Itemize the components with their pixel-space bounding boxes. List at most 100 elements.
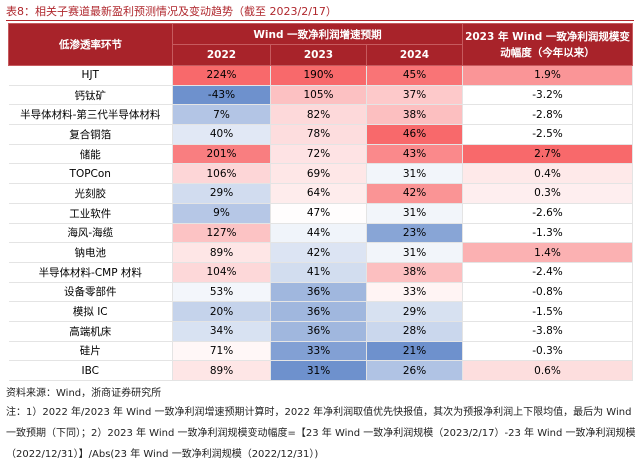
header-cell: 低渗透率环节	[8, 23, 173, 66]
header-cell: 2023	[270, 44, 367, 66]
value-cell: 36%	[270, 301, 367, 322]
value-cell: 89%	[172, 242, 271, 263]
value-cell: 46%	[366, 124, 463, 145]
table-row: 海风-海缆 127% 44% 23% -1.3%	[8, 223, 633, 244]
value-cell: 69%	[270, 163, 367, 185]
value-cell: 45%	[366, 65, 463, 86]
row-label: 海风-海缆	[8, 223, 173, 244]
table-row: 钙钛矿 -43% 105% 37% -3.2%	[8, 85, 633, 106]
value-cell: 36%	[270, 282, 367, 303]
value-cell: 71%	[172, 341, 271, 362]
row-label: 模拟 IC	[8, 301, 173, 322]
value-cell: 42%	[366, 183, 463, 204]
value-cell: 2.7%	[462, 144, 633, 165]
table-row: 光刻胶 29% 64% 42% 0.3%	[8, 183, 633, 204]
value-cell: 106%	[172, 163, 271, 185]
value-cell: 127%	[172, 223, 271, 244]
value-cell: 89%	[172, 360, 271, 381]
value-cell: 37%	[366, 85, 463, 106]
value-cell: 29%	[366, 301, 463, 322]
value-cell: 9%	[172, 203, 271, 224]
value-cell: 0.3%	[462, 183, 633, 204]
header-cell: 2024	[366, 44, 463, 66]
value-cell: 38%	[366, 262, 463, 283]
value-cell: 38%	[366, 104, 463, 126]
value-cell: 43%	[366, 144, 463, 165]
value-cell: 201%	[172, 144, 271, 165]
note: 注：1）2022 年/2023 年 Wind 一致净利润增速预期计算时，2022…	[6, 407, 636, 460]
value-cell: 41%	[270, 262, 367, 283]
row-label: 半导体材料-CMP 材料	[8, 262, 173, 283]
value-cell: 104%	[172, 262, 271, 283]
table-row: HJT 224% 190% 45% 1.9%	[8, 65, 633, 86]
value-cell: 47%	[270, 203, 367, 224]
row-label: 硅片	[8, 341, 173, 362]
table-row: 半导体材料-CMP 材料 104% 41% 38% -2.4%	[8, 262, 633, 283]
value-cell: -2.4%	[462, 262, 633, 283]
value-cell: 1.9%	[462, 65, 633, 86]
row-label: TOPCon	[8, 163, 173, 185]
value-cell: 72%	[270, 144, 367, 165]
value-cell: 0.6%	[462, 360, 633, 381]
value-cell: 33%	[366, 282, 463, 303]
table-row: TOPCon 106% 69% 31% 0.4%	[8, 163, 633, 185]
value-cell: 21%	[366, 341, 463, 362]
table-row: 复合铜箔 40% 78% 46% -2.5%	[8, 124, 633, 145]
value-cell: 23%	[366, 223, 463, 244]
row-label: 钠电池	[8, 242, 173, 263]
value-cell: 78%	[270, 124, 367, 145]
value-cell: 31%	[270, 360, 367, 381]
row-label: 复合铜箔	[8, 124, 173, 145]
value-cell: 26%	[366, 360, 463, 381]
value-cell: 7%	[172, 104, 271, 126]
value-cell: 34%	[172, 321, 271, 342]
value-cell: 53%	[172, 282, 271, 303]
value-cell: -1.3%	[462, 223, 633, 244]
table: 低渗透率环节 Wind 一致净利润增速预期 2023 年 Wind 一致净利润规…	[8, 23, 633, 381]
table-row: 储能 201% 72% 43% 2.7%	[8, 144, 633, 165]
table-row: 钠电池 89% 42% 31% 1.4%	[8, 242, 633, 263]
value-cell: 29%	[172, 183, 271, 204]
value-cell: -1.5%	[462, 301, 633, 322]
row-label: 高端机床	[8, 321, 173, 342]
value-cell: 0.4%	[462, 163, 633, 185]
value-cell: -3.2%	[462, 85, 633, 106]
value-cell: -2.8%	[462, 104, 633, 126]
value-cell: 40%	[172, 124, 271, 145]
row-label: 储能	[8, 144, 173, 165]
value-cell: 20%	[172, 301, 271, 322]
table-row: 设备零部件 53% 36% 33% -0.8%	[8, 282, 633, 303]
row-label: 光刻胶	[8, 183, 173, 204]
value-cell: -0.8%	[462, 282, 633, 303]
table-row: 高端机床 34% 36% 28% -3.8%	[8, 321, 633, 342]
row-label: IBC	[8, 360, 173, 381]
row-label: 钙钛矿	[8, 85, 173, 106]
value-cell: 44%	[270, 223, 367, 244]
row-label: 半导体材料-第三代半导体材料	[8, 104, 173, 126]
value-cell: -0.3%	[462, 341, 633, 362]
header-cell: 2023 年 Wind 一致净利润规模变动幅度（今年以来）	[462, 23, 633, 66]
table-row: IBC 89% 31% 26% 0.6%	[8, 360, 633, 381]
value-cell: -3.8%	[462, 321, 633, 342]
table-row: 半导体材料-第三代半导体材料 7% 82% 38% -2.8%	[8, 104, 633, 126]
value-cell: 1.4%	[462, 242, 633, 263]
value-cell: 31%	[366, 242, 463, 263]
value-cell: 224%	[172, 65, 271, 86]
value-cell: -2.5%	[462, 124, 633, 145]
value-cell: 42%	[270, 242, 367, 263]
table-row: 硅片 71% 33% 21% -0.3%	[8, 341, 633, 362]
value-cell: 31%	[366, 203, 463, 224]
value-cell: 190%	[270, 65, 367, 86]
value-cell: 36%	[270, 321, 367, 342]
value-cell: 82%	[270, 104, 367, 126]
row-label: HJT	[8, 65, 173, 86]
value-cell: 105%	[270, 85, 367, 106]
title: 表8：相关子赛道最新盈利预测情况及变动趋势（截至 2023/2/17）	[6, 3, 634, 21]
header-cell: Wind 一致净利润增速预期	[172, 23, 463, 45]
source: 资料来源：Wind，浙商证券研究所	[6, 388, 162, 399]
table-row: 模拟 IC 20% 36% 29% -1.5%	[8, 301, 633, 322]
value-cell: -2.6%	[462, 203, 633, 224]
row-label: 设备零部件	[8, 282, 173, 303]
value-cell: 33%	[270, 341, 367, 362]
